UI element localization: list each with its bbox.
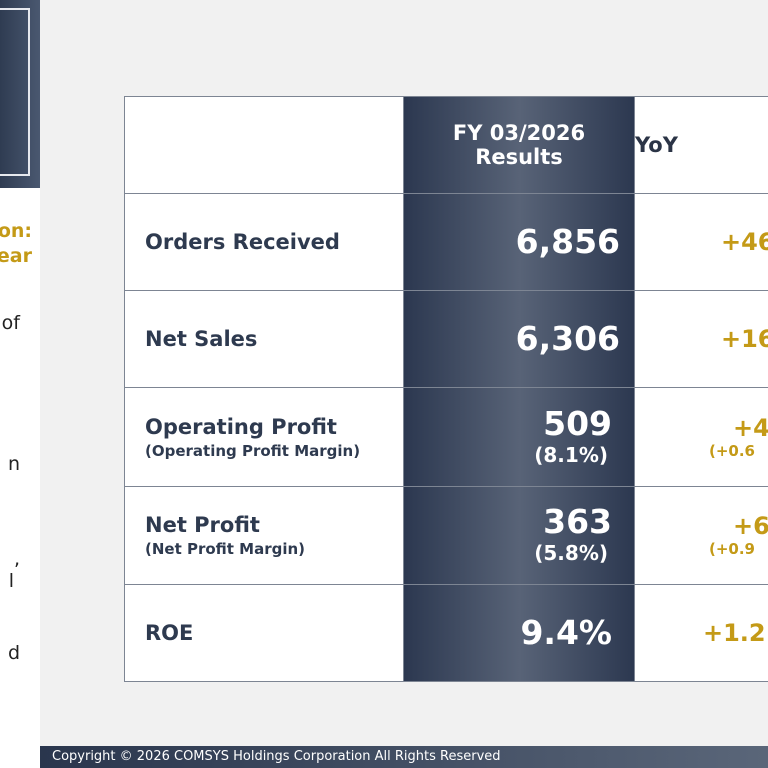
header-yoy-cell: YoY bbox=[634, 95, 768, 195]
table-row: Orders Received 6,856 +46 bbox=[124, 193, 768, 292]
table-row: Net Profit (Net Profit Margin) 363 (5.8%… bbox=[124, 485, 768, 585]
table-row: Net Sales 6,306 +16 bbox=[124, 290, 768, 389]
row-value-cell: 6,856 bbox=[403, 193, 635, 292]
row-yoy: +6 bbox=[733, 512, 768, 541]
row-label-cell: Net Sales bbox=[124, 290, 404, 389]
row-yoy-sub: (+0.6 bbox=[709, 442, 755, 461]
header-results-label: FY 03/2026 Results bbox=[452, 121, 586, 170]
row-yoy-cell: +4 (+0.6 bbox=[634, 387, 768, 487]
row-value: 363 bbox=[543, 502, 612, 542]
row-value: 9.4% bbox=[520, 612, 612, 652]
left-navy-block bbox=[0, 0, 40, 188]
left-panel: on: ear of n , l d bbox=[0, 0, 40, 768]
row-label: Net Profit bbox=[145, 512, 260, 537]
row-value-cell: 9.4% bbox=[403, 583, 635, 683]
row-value: 6,856 bbox=[515, 222, 620, 262]
row-value-cell: 6,306 bbox=[403, 290, 635, 389]
left-text-fragment-4: l bbox=[8, 570, 14, 592]
row-yoy-cell: +6 (+0.9 bbox=[634, 485, 768, 585]
left-navy-frame bbox=[0, 8, 30, 176]
row-label-cell: ROE bbox=[124, 583, 404, 683]
row-value-cell: 363 (5.8%) bbox=[403, 485, 635, 585]
row-value: 6,306 bbox=[515, 319, 620, 359]
row-label: ROE bbox=[145, 620, 194, 645]
row-yoy-cell: +46 bbox=[634, 193, 768, 292]
table-row: ROE 9.4% +1.2 bbox=[124, 583, 768, 683]
left-text-fragment-2: n bbox=[7, 453, 20, 475]
row-label: Operating Profit bbox=[145, 414, 337, 439]
row-label-cell: Net Profit (Net Profit Margin) bbox=[124, 485, 404, 585]
row-label: Net Sales bbox=[145, 327, 258, 352]
row-label-cell: Operating Profit (Operating Profit Margi… bbox=[124, 387, 404, 487]
row-yoy: +4 bbox=[733, 414, 768, 443]
row-value-sub: (8.1%) bbox=[534, 443, 608, 468]
row-yoy-cell: +1.2 bbox=[634, 583, 768, 683]
header-empty-cell bbox=[124, 95, 404, 195]
row-yoy: +16 bbox=[721, 325, 768, 354]
row-label: Orders Received bbox=[145, 230, 340, 255]
row-yoy-cell: +16 bbox=[634, 290, 768, 389]
left-gold-text-2: ear bbox=[0, 245, 32, 267]
row-value: 509 bbox=[543, 404, 612, 444]
table-row: Operating Profit (Operating Profit Margi… bbox=[124, 387, 768, 487]
left-text-fragment-1: of bbox=[1, 312, 20, 334]
results-table: FY 03/2026 Results YoY Orders Received 6… bbox=[124, 95, 768, 683]
header-results-cell: FY 03/2026 Results bbox=[403, 95, 635, 195]
row-value-cell: 509 (8.1%) bbox=[403, 387, 635, 487]
table-header-row: FY 03/2026 Results YoY bbox=[124, 95, 768, 195]
row-yoy: +1.2 bbox=[703, 618, 766, 647]
footer-bar: Copyright © 2026 COMSYS Holdings Corpora… bbox=[40, 746, 768, 768]
row-value-sub: (5.8%) bbox=[534, 541, 608, 566]
row-sub-label: (Net Profit Margin) bbox=[145, 539, 306, 558]
row-yoy: +46 bbox=[721, 228, 768, 257]
row-sub-label: (Operating Profit Margin) bbox=[145, 441, 361, 460]
left-text-fragment-3: , bbox=[13, 548, 20, 570]
header-yoy-label: YoY bbox=[635, 133, 678, 158]
left-text-fragment-5: d bbox=[7, 642, 20, 664]
copyright-text: Copyright © 2026 COMSYS Holdings Corpora… bbox=[52, 749, 501, 764]
left-gold-text-1: on: bbox=[0, 220, 32, 242]
row-yoy-sub: (+0.9 bbox=[709, 540, 755, 559]
row-label-cell: Orders Received bbox=[124, 193, 404, 292]
